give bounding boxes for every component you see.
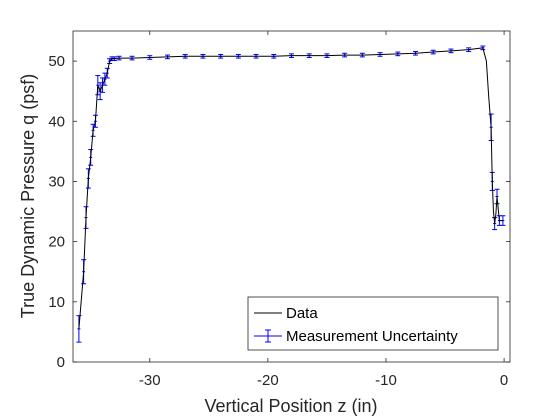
data-line [78,47,503,329]
y-tick-label: 40 [48,113,65,130]
y-tick-label: 50 [48,53,65,70]
x-tick-label: -10 [375,372,397,389]
axes [72,30,511,363]
legend-data-label: Data [286,305,318,322]
y-axis-label: True Dynamic Pressure q (psf) [18,74,38,318]
data-line-layer [78,47,503,329]
y-tick-label: 0 [57,354,65,371]
x-tick-label: 0 [500,372,508,389]
y-tick-label: 30 [48,173,65,190]
legend-errorbar-swatch [254,329,282,343]
x-tick-label: -20 [257,372,279,389]
legend: Data Measurement Uncertainty [247,296,499,351]
tick-labels: -30 -20 -10 0 0 10 20 30 40 50 [48,53,508,389]
legend-box [247,296,499,351]
legend-uncertainty-label: Measurement Uncertainty [286,328,458,345]
x-axis-label: Vertical Position z (in) [204,396,377,416]
axes-box [72,30,511,363]
y-tick-label: 20 [48,234,65,251]
x-tick-label: -30 [139,372,161,389]
error-bar [76,315,82,343]
y-tick-label: 10 [48,294,65,311]
